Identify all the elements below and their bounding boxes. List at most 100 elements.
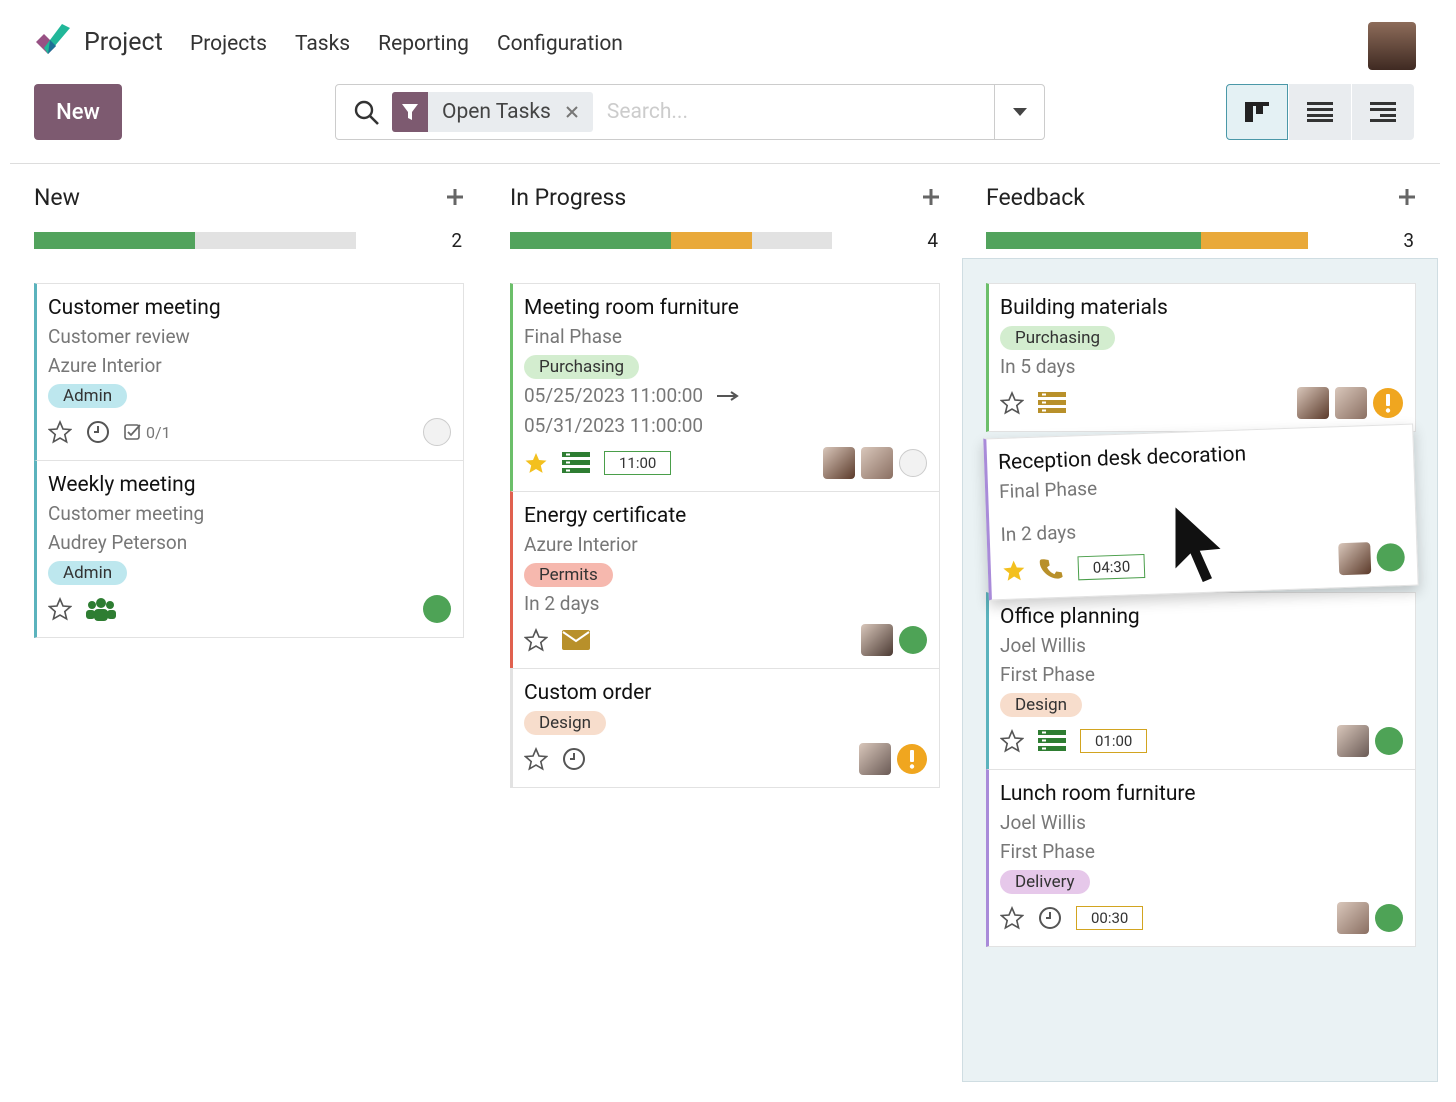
column-title: In Progress [510,183,627,211]
search-bar[interactable]: Open Tasks Search... [335,84,1045,140]
date-row: 05/25/2023 11:00:00 [524,381,927,411]
assignee-avatar[interactable] [1337,725,1369,757]
add-button[interactable] [446,188,464,206]
task-card[interactable]: Reception desk decoration Final Phase In 2… [983,423,1419,601]
activity-icon[interactable] [1038,730,1066,752]
priority-star[interactable] [524,628,548,652]
priority-star[interactable] [524,451,548,475]
search-toggle[interactable] [994,85,1044,139]
task-card[interactable]: Custom order Design [510,668,940,788]
add-button[interactable] [1398,188,1416,206]
menu-item[interactable]: Tasks [295,32,351,56]
progress-segment[interactable] [34,231,195,249]
assignee-avatar[interactable] [859,743,891,775]
remove-filter[interactable] [565,105,579,119]
card-title: Customer meeting [48,296,221,320]
assignee-avatar[interactable] [861,624,893,656]
priority-star[interactable] [1000,906,1024,930]
priority-star[interactable] [1000,391,1024,415]
tag: Permits [524,563,613,587]
activity-icon[interactable] [562,452,590,474]
assignee-avatar[interactable] [1297,387,1329,419]
activity-icon[interactable] [86,596,116,622]
activity-icon[interactable] [1039,557,1064,582]
progress-segment[interactable] [671,231,752,249]
status[interactable] [423,595,451,623]
filter-facet[interactable]: Open Tasks [392,92,593,132]
column: New 2 Customer meeting Customer review Azure… [34,180,464,638]
assignee-avatar[interactable] [1337,902,1369,934]
footer-left: 0/1 [48,420,171,444]
footer-left: 00:30 [1000,906,1144,930]
time-badge: 11:00 [604,451,672,475]
priority-star[interactable] [48,420,72,444]
new-button[interactable]: New [34,84,122,140]
add-button[interactable] [922,188,940,206]
assignee-avatar[interactable] [861,447,893,479]
date: 05/25/2023 11:00:00 [524,384,704,407]
tag: Admin [48,384,128,408]
task-card[interactable]: Meeting room furniture Final Phase Purchas… [510,283,940,492]
time-badge: 04:30 [1077,553,1146,581]
assignee-avatar[interactable] [823,447,855,479]
menu-item[interactable]: Projects [190,32,267,56]
progress-segment[interactable] [1200,231,1308,249]
activity-icon[interactable] [86,420,110,444]
priority-star[interactable] [1000,729,1024,753]
card-title: Weekly meeting [48,473,196,497]
card-line: Azure Interior [524,533,638,556]
status[interactable] [1375,904,1403,932]
status[interactable] [1375,727,1403,755]
arrow [717,391,739,401]
activity-icon[interactable] [1038,906,1062,930]
column-count: 2 [451,228,462,252]
footer-left [1000,391,1066,415]
user-avatar[interactable] [1368,22,1416,70]
task-card[interactable]: Energy certificate Azure Interior Permits I… [510,491,940,669]
column-count: 4 [927,228,938,252]
status[interactable] [423,418,451,446]
activity-icon[interactable] [562,747,586,771]
footer-right [423,595,451,623]
app-name[interactable]: Project [84,28,163,57]
progress-bar [34,231,356,249]
menu-item[interactable]: Configuration [496,32,623,56]
activity-view[interactable] [1352,84,1414,140]
task-card[interactable]: Office planning Joel Willis First Phase Des… [986,592,1416,770]
tag: Delivery [1000,870,1090,894]
status[interactable] [1373,388,1403,418]
status[interactable] [1376,542,1406,572]
task-card[interactable]: Weekly meeting Customer meeting Audrey Pet… [34,460,464,638]
task-card[interactable]: Lunch room furniture Joel Willis First Pha… [986,769,1416,947]
card-title: Meeting room furniture [524,296,739,320]
card-footer: 01:00 [1000,721,1403,761]
kanban-view[interactable] [1226,84,1288,140]
status[interactable] [899,449,927,477]
activity-icon[interactable] [562,630,590,650]
card-line: First Phase [1000,840,1095,863]
progress-segment[interactable] [986,231,1201,249]
priority-star[interactable] [48,597,72,621]
progress-row: 4 [510,226,940,254]
checklist[interactable]: 0/1 [124,423,171,442]
card-line: Final Phase [524,325,622,348]
list-view[interactable] [1289,84,1351,140]
priority-star[interactable] [524,747,548,771]
progress-bar [510,231,832,249]
status[interactable] [899,626,927,654]
card-line: Joel Willis [1000,634,1086,657]
activity-icon[interactable] [1038,392,1066,414]
checklist-icon [124,423,142,441]
card-line: Joel Willis [1000,811,1086,834]
priority-star[interactable] [1002,558,1027,583]
task-card[interactable]: Building materials Purchasing In 5 days [986,283,1416,432]
assignee-avatar[interactable] [1335,387,1367,419]
footer-right [1337,902,1403,934]
column-header: Feedback [986,180,1416,214]
assignee-avatar[interactable] [1338,542,1372,576]
status[interactable] [897,744,927,774]
progress-segment[interactable] [510,231,671,249]
card-footer: 04:30 [1001,537,1406,591]
task-card[interactable]: Customer meeting Customer review Azure Int… [34,283,464,461]
menu-item[interactable]: Reporting [378,32,469,56]
